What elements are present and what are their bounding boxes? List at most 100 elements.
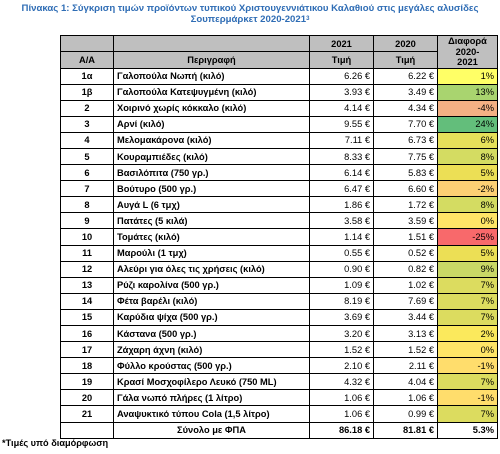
row-number: 19 <box>60 373 114 391</box>
row-price-2020: 4.04 € <box>373 373 438 391</box>
row-price-2020: 6.73 € <box>373 131 438 149</box>
row-price-2021: 2.10 € <box>309 357 374 375</box>
table-row: 16 Κάστανα (500 γρ.) 3.20 €3.13 €2% <box>60 324 498 343</box>
row-number: 13 <box>60 276 114 294</box>
row-difference: 24% <box>437 115 498 133</box>
row-description: Αρνί (κιλό) <box>113 115 310 133</box>
row-price-2021: 3.20 € <box>309 324 374 343</box>
table-row: 9 Πατάτες (5 κιλά) 3.58 €3.59 €0% <box>60 212 498 230</box>
table-row: 18 Φύλλο κρούστας (500 γρ.) 2.10 €2.11 € -1… <box>60 357 498 375</box>
row-difference: -25% <box>437 228 498 246</box>
row-description: Γαλοπούλα Κατεψυγμένη (κιλό) <box>113 83 310 101</box>
table-body: 1α Γαλοπούλα Νωπή (κιλό) 6.26 €6.22 €1% 1β Γ… <box>60 67 498 423</box>
table-row: 20 Γάλα νωπό πλήρες (1 λίτρο) 1.06 €1.06 €… <box>60 389 498 407</box>
row-difference: -1% <box>437 389 498 407</box>
row-price-2021: 1.06 € <box>309 389 374 407</box>
row-number: 18 <box>60 357 114 375</box>
header-aa: Α/Α <box>60 51 114 69</box>
row-price-2021: 1.86 € <box>309 196 374 214</box>
row-price-2020: 0.99 € <box>373 405 438 423</box>
row-price-2020: 1.02 € <box>373 276 438 294</box>
row-price-2021: 6.47 € <box>309 180 374 198</box>
table-row: 11 Μαρούλι (1 τμχ) 0.55 €0.52 €5% <box>60 244 498 262</box>
table-row: 19 Κρασί Μοσχοφίλερο Λευκό (750 ML) 4.32 €… <box>60 373 498 391</box>
row-price-2021: 8.19 € <box>309 292 374 310</box>
row-price-2020: 2.11 € <box>373 357 438 375</box>
row-price-2020: 5.83 € <box>373 164 438 182</box>
row-price-2020: 4.34 € <box>373 99 438 117</box>
table-row: 1α Γαλοπούλα Νωπή (κιλό) 6.26 €6.22 €1% <box>60 67 498 85</box>
row-price-2020: 7.75 € <box>373 147 438 166</box>
table-caption: Πίνακας 1: Σύγκριση τιμών προϊόντων τυπι… <box>0 3 500 25</box>
row-number: 8 <box>60 196 114 214</box>
row-number: 9 <box>60 212 114 230</box>
row-number: 21 <box>60 405 114 423</box>
footnote: *Τιμές υπό διαμόρφωση <box>2 438 109 448</box>
row-difference: 7% <box>437 405 498 423</box>
header-year-2021: 2021 <box>309 34 374 53</box>
header-diff-line3: 2021 <box>457 57 478 67</box>
total-label: Σύνολο με ΦΠΑ <box>113 421 310 439</box>
row-description: Πατάτες (5 κιλά) <box>113 212 310 230</box>
row-description: Καρύδια ψίχα (500 γρ.) <box>113 308 310 327</box>
row-price-2021: 8.33 € <box>309 147 374 166</box>
row-description: Γάλα νωπό πλήρες (1 λίτρο) <box>113 389 310 407</box>
header-year-2020: 2020 <box>373 34 438 53</box>
row-price-2020: 0.82 € <box>373 260 438 278</box>
row-price-2020: 3.49 € <box>373 83 438 101</box>
table-row: 12 Αλεύρι για όλες τις χρήσεις (κιλό) 0.90… <box>60 260 498 278</box>
row-number: 1β <box>60 83 114 101</box>
row-price-2021: 7.11 € <box>309 131 374 149</box>
row-description: Αυγά L (6 τμχ) <box>113 196 310 214</box>
row-price-2021: 9.55 € <box>309 115 374 133</box>
row-price-2020: 1.52 € <box>373 341 438 359</box>
row-number: 3 <box>60 115 114 133</box>
row-difference: -4% <box>437 99 498 117</box>
row-difference: 8% <box>437 196 498 214</box>
row-price-2021: 0.90 € <box>309 260 374 278</box>
row-description: Ρύζι καρολίνα (500 γρ.) <box>113 276 310 294</box>
row-number: 14 <box>60 292 114 310</box>
row-price-2021: 6.26 € <box>309 67 374 85</box>
row-price-2020: 1.06 € <box>373 389 438 407</box>
row-price-2021: 3.93 € <box>309 83 374 101</box>
row-description: Βασιλόπιτα (750 γρ.) <box>113 164 310 182</box>
row-difference: 7% <box>437 292 498 310</box>
row-price-2021: 1.14 € <box>309 228 374 246</box>
row-price-2020: 6.22 € <box>373 67 438 85</box>
row-price-2021: 0.55 € <box>309 244 374 262</box>
total-difference: 5.3% <box>437 421 498 439</box>
row-description: Κρασί Μοσχοφίλερο Λευκό (750 ML) <box>113 373 310 391</box>
row-difference: -2% <box>437 180 498 198</box>
header-price-2021: Τιμή <box>309 51 374 69</box>
row-description: Μελομακάρονα (κιλό) <box>113 131 310 149</box>
row-description: Κάστανα (500 γρ.) <box>113 324 310 343</box>
row-price-2021: 1.52 € <box>309 341 374 359</box>
table-row: 21 Αναψυκτικό τύπου Cola (1,5 λίτρο) 1.06 … <box>60 405 498 423</box>
row-description: Αναψυκτικό τύπου Cola (1,5 λίτρο) <box>113 405 310 423</box>
row-difference: -1% <box>437 357 498 375</box>
header-diff-line1: Διαφορά <box>448 36 487 46</box>
header-empty-desc <box>113 34 310 53</box>
row-difference: 5% <box>437 164 498 182</box>
row-difference: 2% <box>437 324 498 343</box>
row-price-2021: 1.06 € <box>309 405 374 423</box>
row-price-2020: 3.13 € <box>373 324 438 343</box>
row-price-2020: 6.60 € <box>373 180 438 198</box>
row-description: Γαλοπούλα Νωπή (κιλό) <box>113 67 310 85</box>
row-difference: 0% <box>437 212 498 230</box>
row-number: 16 <box>60 324 114 343</box>
row-number: 2 <box>60 99 114 117</box>
header-description: Περιγραφή <box>113 51 310 69</box>
row-number: 12 <box>60 260 114 278</box>
table-row: 10 Τομάτες (κιλό) 1.14 €1.51 € -25% <box>60 228 498 246</box>
row-price-2020: 7.70 € <box>373 115 438 133</box>
row-description: Φέτα βαρέλι (κιλό) <box>113 292 310 310</box>
row-number: 17 <box>60 341 114 359</box>
table-row: 7 Βούτυρο (500 γρ.) 6.47 €6.60 € -2% <box>60 180 498 198</box>
row-number: 1α <box>60 67 114 85</box>
row-difference: 7% <box>437 373 498 391</box>
table-row: 17 Ζάχαρη άχνη (κιλό) 1.52 €1.52 €0% <box>60 341 498 359</box>
table-row: 5 Κουραμπιέδες (κιλό) 8.33 €7.75 €8% <box>60 147 498 166</box>
row-number: 20 <box>60 389 114 407</box>
